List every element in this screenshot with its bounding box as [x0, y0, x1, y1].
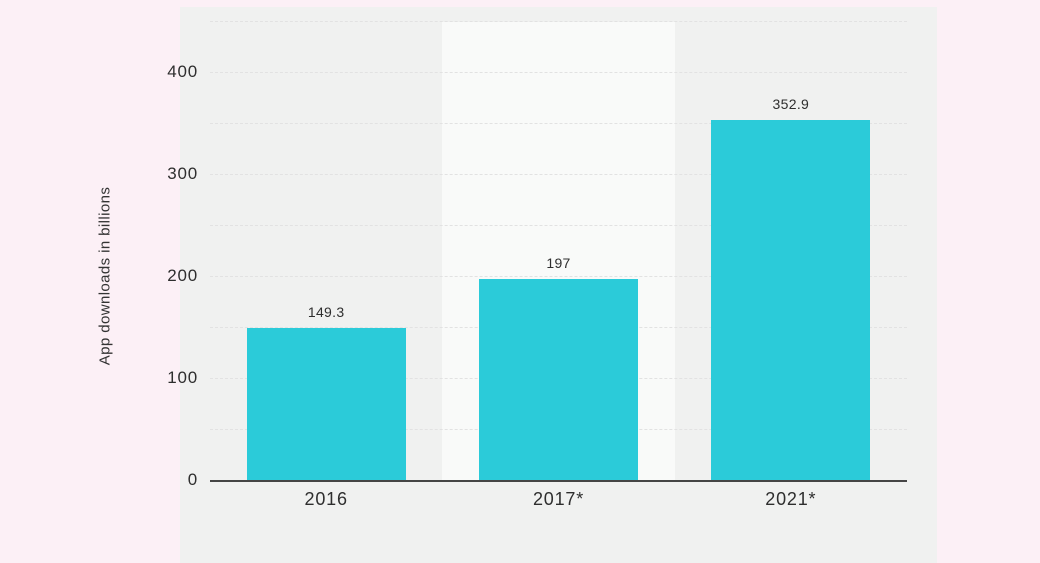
- bar-2017*[interactable]: [479, 279, 638, 480]
- y-tick-label-100: 100: [167, 368, 198, 387]
- bar-2016[interactable]: [246, 327, 406, 480]
- gridline-350: [210, 123, 907, 124]
- gridline-450: [210, 21, 907, 22]
- y-tick-label-200: 200: [167, 266, 198, 285]
- x-tick-label-2021*: 2021*: [765, 489, 817, 509]
- value-label-2017*: 197: [546, 255, 571, 272]
- value-label-2016: 149.3: [307, 303, 345, 320]
- plot-area: 149.3 197 352.9: [210, 21, 907, 482]
- x-axis-line: [210, 480, 907, 482]
- x-tick-label-2016: 2016: [304, 489, 348, 509]
- gridline-300: [210, 174, 907, 175]
- y-tick-label-400: 400: [167, 62, 198, 81]
- gridline-250: [210, 225, 907, 226]
- y-tick-label-300: 300: [167, 164, 198, 183]
- gridline-400: [210, 72, 907, 73]
- y-axis-title: App downloads in billions: [96, 186, 114, 366]
- value-label-2021*: 352.9: [772, 96, 810, 113]
- y-tick-label-0: 0: [187, 470, 198, 489]
- gridline-200: [210, 276, 907, 277]
- bar-2021*[interactable]: [711, 120, 871, 480]
- x-tick-label-2017*: 2017*: [532, 489, 585, 509]
